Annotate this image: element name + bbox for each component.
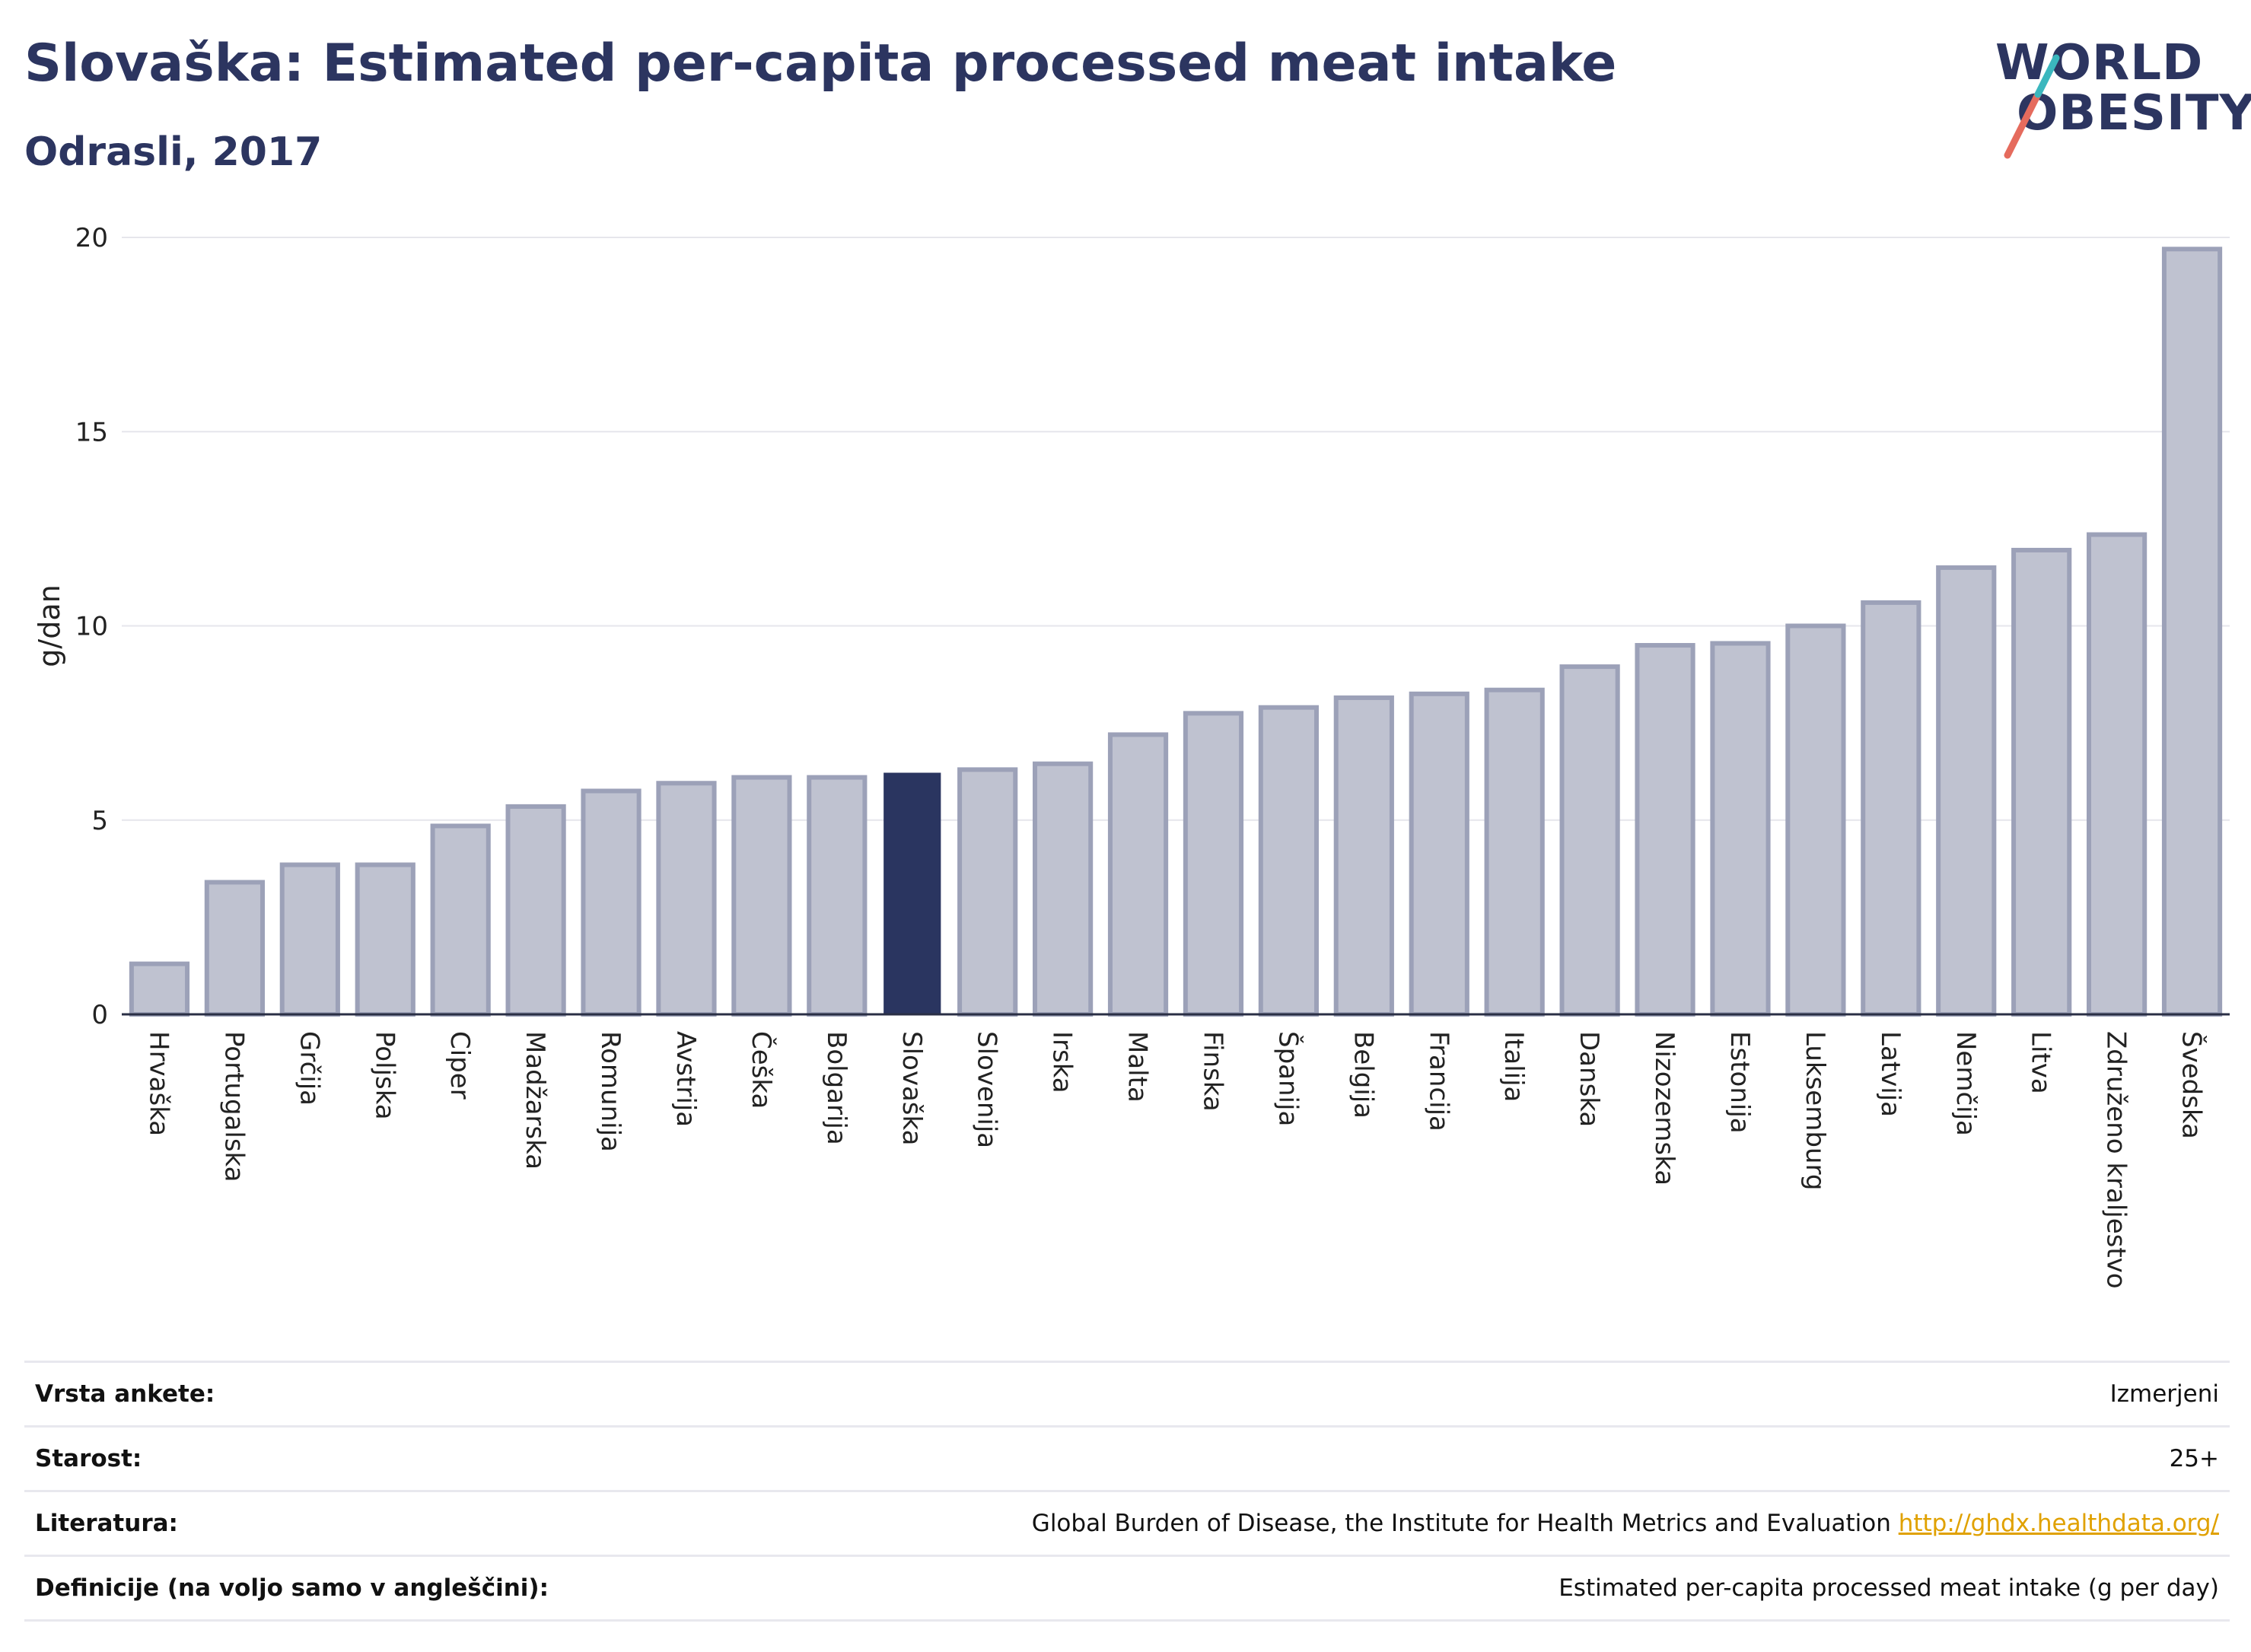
info-table: Vrsta ankete: Izmerjeni Starost: 25+ Lit… [24,1361,2230,1622]
world-obesity-logo: WORLD OBESITY [1986,33,2251,163]
bar [656,781,717,1017]
x-tick-label: Danska [1574,1031,1604,1127]
y-tick-label: 20 [75,223,108,253]
logo-text-line1: WORLD [1995,35,2204,91]
bar [1033,761,1094,1017]
info-label: Literatura: [35,1510,178,1537]
bar [1258,705,1319,1017]
bar-chart: 0 5 10 15 20 g/dan Hrvaška Portugalska Grčija Pol… [33,223,2230,1289]
bar [204,880,265,1017]
x-tick-label: Združeno kraljestvo [2101,1031,2132,1289]
info-value: Estimated per-capita processed meat inta… [1559,1574,2219,1602]
bar [1710,641,1771,1017]
bar [1107,732,1169,1017]
literature-link[interactable]: http://ghdx.healthdata.org/ [1898,1510,2219,1537]
info-label: Starost: [35,1445,142,1472]
bar [1409,691,1469,1017]
logo-slash-icon [2004,54,2060,159]
x-tick-label: Litva [2026,1031,2056,1094]
x-tick-label: Švedska [2176,1031,2208,1139]
info-label: Definicije (na voljo samo v angleščini): [35,1574,549,1602]
x-tick-label: Italija [1498,1031,1529,1102]
bar [430,823,491,1017]
info-row-age: Starost: 25+ [24,1425,2230,1490]
x-tick-label: Francija [1423,1031,1453,1132]
bar [279,862,340,1017]
logo-text-line2: OBESITY [2017,85,2251,142]
bar [1559,664,1620,1017]
bar [807,775,868,1017]
y-tick-label: 15 [75,417,108,447]
chart-title: Slovaška: Estimated per-capita processed… [24,33,1617,94]
info-value: Izmerjeni [2109,1380,2219,1408]
info-value-literature: Global Burden of Disease, the Institute … [1032,1510,2219,1537]
bar [355,862,415,1017]
bar [1861,600,1921,1017]
x-tick-label: Malta [1122,1031,1153,1103]
x-tick-label: Hrvaška [143,1031,174,1136]
x-tick-label: Španija [1272,1031,1304,1126]
bar [2011,547,2072,1017]
x-tick-label: Estonija [1724,1031,1755,1134]
bar [1183,711,1244,1017]
info-row-literature: Literatura: Global Burden of Disease, th… [24,1490,2230,1555]
bar [1936,565,1997,1017]
info-label: Vrsta ankete: [35,1380,215,1408]
x-tick-label: Nizozemska [1649,1031,1679,1186]
y-tick-label: 0 [91,1000,108,1030]
x-tick-label: Slovenija [972,1031,1002,1148]
y-tick-label: 5 [91,806,108,836]
bar [1635,643,1695,1017]
x-tick-label: Grčija [294,1031,324,1106]
info-value: 25+ [2169,1445,2219,1472]
bar [1484,687,1545,1017]
x-tick-label: Madžarska [520,1031,550,1170]
y-tick-label: 10 [75,612,108,642]
x-tick-label: Bolgarija [821,1031,852,1145]
bar [581,788,642,1017]
x-tick-label: Češka [746,1031,777,1109]
info-row-definitions: Definicije (na voljo samo v angleščini):… [24,1555,2230,1622]
x-tick-label: Nemčija [1950,1031,1981,1136]
y-axis-title: g/dan [33,584,66,667]
x-tick-label: Belgija [1348,1031,1378,1119]
x-tick-label: Irska [1047,1031,1078,1093]
bar [1785,623,1846,1017]
bar [2161,247,2223,1017]
bar [1333,695,1394,1017]
info-row-survey-type: Vrsta ankete: Izmerjeni [24,1361,2230,1425]
bar [505,804,566,1017]
x-tick-label: Luksemburg [1800,1031,1830,1190]
x-tick-label: Portugalska [218,1031,249,1182]
bar [2087,532,2148,1017]
x-tick-label: Slovaška [896,1031,927,1145]
bar [884,772,941,1015]
x-tick-label: Finska [1197,1031,1227,1112]
chart-subtitle: Odrasli, 2017 [24,129,323,175]
x-tick-label: Avstrija [670,1031,701,1127]
x-tick-label: Romunija [595,1031,626,1152]
x-tick-label: Latvija [1875,1031,1906,1117]
bar [129,961,190,1017]
x-tick-label: Ciper [444,1031,475,1100]
bar [957,767,1018,1017]
bar [731,775,792,1017]
x-tick-label: Poljska [369,1031,400,1120]
literature-text: Global Burden of Disease, the Institute … [1031,1510,1891,1537]
